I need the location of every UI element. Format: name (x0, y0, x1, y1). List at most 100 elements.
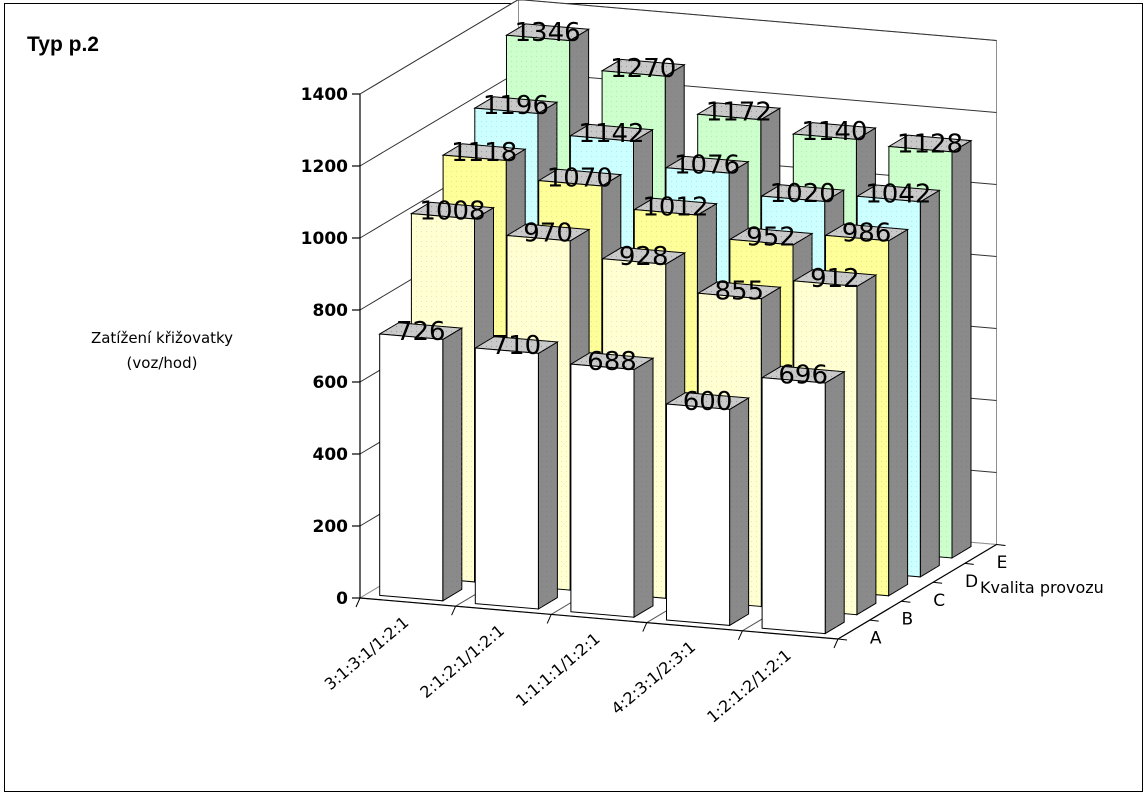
data-label: 986 (842, 218, 892, 248)
bar-top-texture (602, 247, 685, 265)
y-tick-label: 1400 (301, 85, 348, 105)
x-tick (355, 597, 361, 608)
data-label: 952 (746, 223, 796, 253)
data-label: 970 (523, 219, 573, 249)
bar-top-texture (379, 322, 462, 340)
data-label: 688 (587, 347, 637, 377)
bar (473, 336, 559, 610)
bar-top-texture (793, 122, 876, 140)
bar-top-texture (666, 392, 749, 410)
bar-front (666, 403, 731, 626)
bar-front-texture (762, 378, 825, 634)
bar-top-texture (602, 59, 685, 77)
y-tick-label: 0 (336, 589, 348, 609)
data-label: 710 (492, 331, 542, 361)
bar-top-texture (538, 169, 621, 186)
data-label: 855 (714, 276, 764, 306)
bar (664, 392, 751, 627)
x-tick (546, 614, 552, 624)
z-tick (837, 638, 848, 641)
data-label: 1270 (610, 54, 676, 84)
bar-top-texture (762, 366, 845, 383)
bar-front-texture (380, 334, 443, 601)
data-label: 1012 (642, 193, 708, 223)
x-tick (642, 622, 648, 632)
bar-side-texture (920, 190, 940, 577)
depth-axis-title: Kvalita provozu (980, 578, 1104, 597)
z-tick (933, 581, 943, 584)
z-tick-label: E (997, 553, 1008, 573)
data-label: 912 (810, 264, 860, 294)
x-tick (737, 630, 743, 641)
y-tick-label: 800 (313, 301, 349, 321)
bar-side-texture (888, 229, 908, 596)
z-tick-label: A (870, 629, 882, 649)
data-labels: 1346 1270 1172 1140 1128 1196 1142 1076 1020 1042… (396, 18, 963, 417)
z-tick (964, 562, 974, 565)
y-tick-label: 400 (313, 445, 349, 465)
bar-side-texture (825, 371, 845, 634)
x-axis-line (359, 597, 839, 640)
data-label: 1128 (897, 130, 963, 160)
z-tick-label: D (965, 572, 978, 592)
data-label: 928 (619, 242, 669, 272)
data-label: 1076 (674, 151, 740, 181)
x-tick-label: 1:2:1:2/1:2:1 (703, 645, 795, 726)
data-label: 1020 (770, 179, 836, 209)
data-label: 696 (778, 361, 828, 391)
x-tick-label: 3:1:3:1/1:2:1 (321, 613, 413, 694)
bars (378, 23, 973, 635)
bar (569, 352, 655, 619)
data-label: 1008 (419, 197, 485, 227)
bar-top-texture (474, 96, 557, 114)
bar-top-texture (507, 224, 590, 241)
bar-top-texture (666, 156, 749, 174)
x-tick (451, 605, 457, 616)
bar-top-texture (761, 184, 844, 202)
x-tick-label: 4:2:3:1/2:3:1 (608, 637, 700, 718)
bar-top-texture (570, 352, 653, 370)
bar-front (379, 333, 444, 602)
bar-side-texture (856, 275, 876, 615)
bar-front-texture (571, 364, 634, 617)
bar-front (474, 347, 539, 610)
z-tick (869, 619, 879, 622)
data-label: 600 (683, 387, 733, 417)
data-label: 1140 (801, 117, 867, 147)
y-axis-title-line-1: Zatížení křižovatky (90, 329, 234, 347)
bar-front-texture (475, 348, 538, 609)
chart-title: Typ p.2 (27, 33, 99, 56)
z-tick-label: C (933, 591, 945, 611)
data-label: 1042 (865, 179, 931, 209)
bar-side-texture (634, 358, 653, 618)
data-label: 726 (396, 317, 446, 347)
bar-top-texture (698, 281, 781, 299)
bar-top-texture (825, 224, 908, 241)
x-tick (833, 638, 839, 649)
y-axis-title-line-2: (voz/hod) (126, 354, 198, 372)
z-tick (996, 544, 1006, 546)
data-label: 1196 (483, 91, 549, 121)
z-tick-label: B (902, 610, 914, 630)
z-axis-line (837, 543, 997, 640)
y-axis-title: Zatížení křižovatky (voz/hod) (57, 326, 267, 376)
bar-side-texture (442, 328, 462, 601)
data-label: 1070 (547, 164, 613, 194)
bar-side-texture (538, 342, 558, 609)
x-tick-label: 2:1:2:1/1:2:1 (416, 621, 508, 702)
gridline (359, 0, 997, 95)
bar-top-texture (888, 135, 971, 152)
bar-top-texture (506, 23, 589, 41)
y-tick-label: 600 (313, 373, 349, 393)
bar-side-texture (952, 140, 971, 558)
y-tick-label: 1200 (301, 157, 348, 177)
bar-front (761, 377, 826, 635)
data-label: 1142 (578, 119, 644, 149)
x-tick-label: 1:1:1:1/1:2:1 (512, 629, 604, 710)
y-tick-label: 1000 (301, 229, 348, 249)
bar-side-texture (729, 398, 749, 626)
data-label: 1118 (451, 138, 517, 168)
bar-top-texture (411, 202, 494, 219)
z-tick (901, 600, 911, 603)
